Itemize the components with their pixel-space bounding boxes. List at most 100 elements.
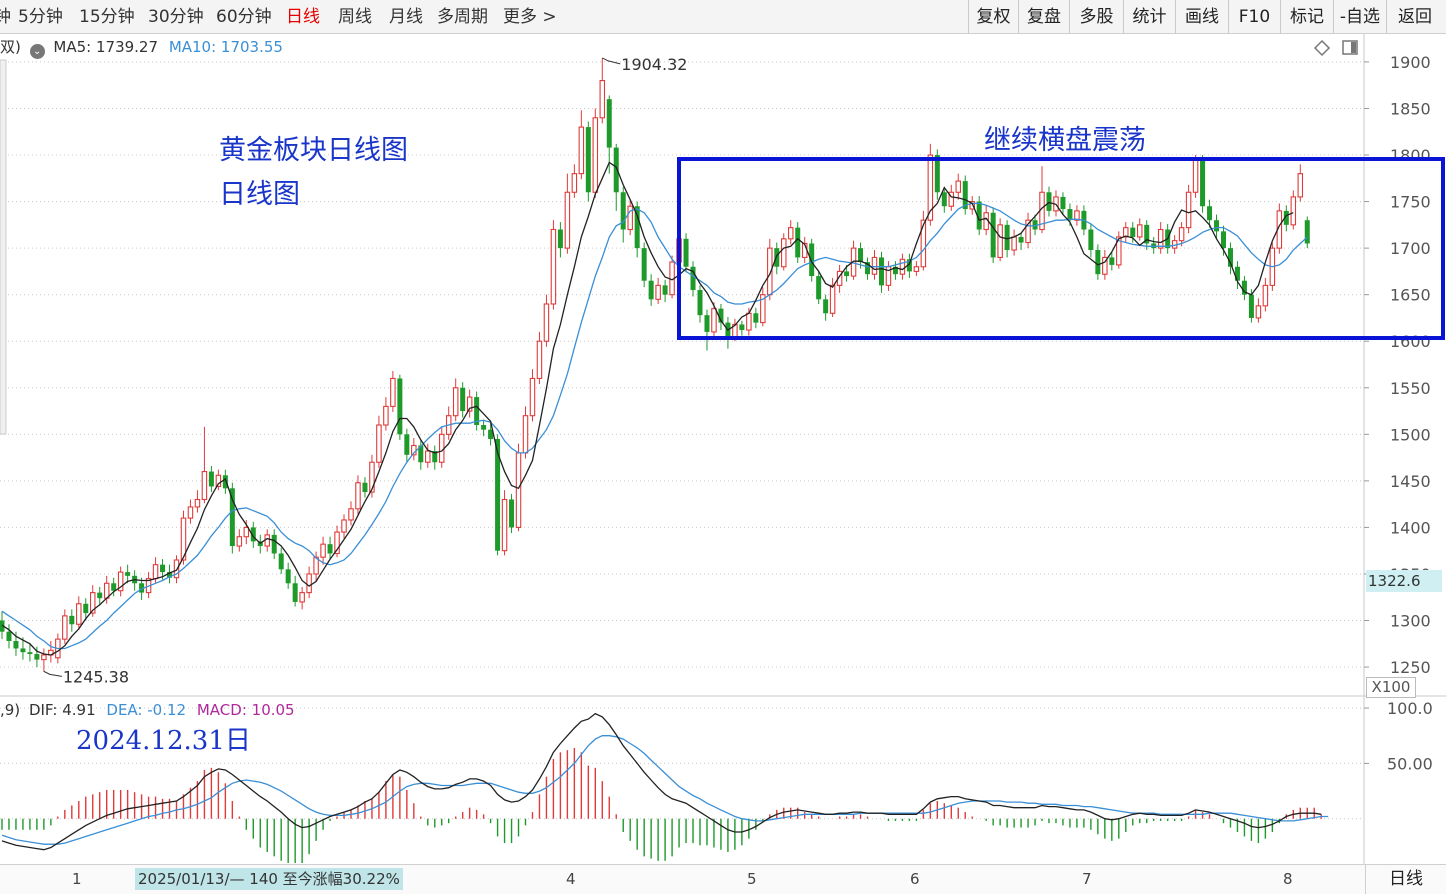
candle-body-down bbox=[474, 397, 480, 426]
candle-body-up bbox=[829, 284, 836, 314]
ma-prefix: 双) bbox=[0, 38, 21, 56]
candle-body-down bbox=[111, 583, 117, 591]
mark-button[interactable]: 标记 bbox=[1280, 0, 1333, 33]
replay-button[interactable]: 复盘 bbox=[1018, 0, 1069, 33]
diamond-icon[interactable] bbox=[1313, 39, 1331, 57]
candle-body-down bbox=[285, 569, 291, 584]
macd-tick-label: 50.00 bbox=[1387, 754, 1433, 773]
range-summary[interactable]: 2025/01/13/— 140 至今涨幅30.22% bbox=[135, 868, 403, 890]
candle-body-down bbox=[648, 280, 654, 300]
candle-body-up bbox=[711, 308, 717, 333]
candle-body-up bbox=[438, 433, 445, 463]
tab-5min[interactable]: 5分钟 bbox=[18, 7, 63, 27]
f10-button[interactable]: F10 bbox=[1228, 0, 1280, 33]
tab-daily[interactable]: 日线 bbox=[286, 7, 320, 27]
extreme-markers: 1904.32 1245.38 bbox=[43, 55, 687, 686]
candle-body-up bbox=[1025, 219, 1031, 244]
macd-prefix: ,9) bbox=[0, 701, 21, 719]
candle-body-up bbox=[1297, 173, 1304, 198]
candle-body-down bbox=[327, 544, 333, 554]
statistics-button[interactable]: 统计 bbox=[1123, 0, 1175, 33]
candle-body-up bbox=[355, 482, 361, 510]
multi-stock-button[interactable]: 多股 bbox=[1069, 0, 1123, 33]
chevron-down-icon[interactable]: ⌄ bbox=[29, 44, 45, 59]
candle-body-down bbox=[697, 290, 703, 316]
candle-body-up bbox=[341, 519, 347, 533]
candle-body-down bbox=[1130, 227, 1136, 237]
candle-body-up bbox=[871, 256, 878, 275]
candle-body-up bbox=[760, 294, 766, 324]
back-button[interactable]: 返回 bbox=[1386, 0, 1443, 33]
candle-body-down bbox=[641, 248, 647, 281]
candle-body-up bbox=[243, 526, 250, 538]
candle-body-down bbox=[509, 499, 515, 528]
candle-body-up bbox=[1185, 191, 1192, 229]
candle-body-down bbox=[34, 654, 40, 660]
candle-body-up bbox=[187, 506, 194, 519]
price-tick-label: 1750 bbox=[1390, 193, 1431, 212]
candle-body-up bbox=[913, 266, 920, 272]
candle-body-down bbox=[934, 155, 940, 193]
candle-body-down bbox=[69, 615, 75, 625]
candle-body-down bbox=[613, 147, 619, 193]
candle-body-up bbox=[334, 531, 340, 555]
candle-body-down bbox=[1234, 266, 1240, 281]
candle-body-down bbox=[481, 425, 487, 430]
tab-minute[interactable]: 钟 bbox=[0, 7, 11, 27]
dea-line bbox=[1, 735, 1329, 845]
candle-body-down bbox=[1221, 231, 1226, 249]
candle-body-up bbox=[390, 377, 396, 407]
price-tick-label: 1600 bbox=[1390, 332, 1431, 351]
candle-body-down bbox=[397, 378, 403, 435]
candle-body-up bbox=[89, 592, 96, 614]
watchlist-button[interactable]: -自选 bbox=[1333, 0, 1386, 33]
dea-label: DEA: -0.12 bbox=[106, 701, 187, 719]
candle-body-down bbox=[1095, 249, 1101, 275]
candle-body-down bbox=[906, 259, 912, 272]
candle-body-down bbox=[222, 475, 228, 489]
candle-body-down bbox=[892, 266, 898, 275]
tab-multi-period[interactable]: 多周期 bbox=[437, 7, 488, 27]
tab-60min[interactable]: 60分钟 bbox=[216, 7, 272, 27]
tab-15min[interactable]: 15分钟 bbox=[79, 7, 135, 27]
candle-body-down bbox=[1207, 206, 1213, 221]
candle-body-down bbox=[1241, 280, 1247, 295]
candle-body-down bbox=[690, 266, 696, 291]
candle-body-up bbox=[62, 615, 68, 640]
tab-30min[interactable]: 30分钟 bbox=[148, 7, 204, 27]
candle-body-down bbox=[1018, 236, 1024, 243]
candle-body-down bbox=[27, 652, 33, 655]
candle-body-up bbox=[515, 452, 522, 528]
candle-body-up bbox=[348, 508, 354, 521]
price-tick-label: 1450 bbox=[1390, 472, 1431, 491]
adjust-button[interactable]: 复权 bbox=[968, 0, 1018, 33]
candle-body-down bbox=[865, 262, 871, 275]
ma10-line bbox=[1, 202, 1308, 650]
high-pointer bbox=[602, 57, 621, 65]
candle-body-up bbox=[1192, 159, 1199, 193]
candle-body-up bbox=[948, 191, 955, 207]
tab-weekly[interactable]: 周线 bbox=[338, 7, 372, 27]
time-axis-bar: 1 4 5 6 7 8 2025/01/13/— 140 至今涨幅30.22% … bbox=[0, 864, 1446, 894]
candle-body-down bbox=[816, 276, 822, 300]
candle-body-up bbox=[787, 227, 794, 240]
axis-unit-label[interactable]: X100 bbox=[1366, 677, 1416, 698]
tab-monthly[interactable]: 月线 bbox=[389, 7, 423, 27]
macd-value-label: MACD: 10.05 bbox=[196, 701, 295, 719]
left-scroll-handle[interactable] bbox=[0, 59, 7, 435]
tab-more[interactable]: 更多 > bbox=[503, 7, 557, 27]
candle-body-up bbox=[264, 534, 270, 547]
draw-line-button[interactable]: 画线 bbox=[1175, 0, 1228, 33]
candle-body-down bbox=[167, 572, 173, 578]
candle-body-up bbox=[425, 450, 431, 463]
period-button[interactable]: 日线 bbox=[1365, 865, 1446, 894]
candle-body-up bbox=[543, 303, 550, 342]
month-label-7: 7 bbox=[1082, 870, 1092, 888]
price-tick-label: 1900 bbox=[1390, 53, 1431, 72]
period-toolbar: 钟 5分钟 15分钟 30分钟 60分钟 日线 周线 月线 多周期 更多 > 复… bbox=[0, 0, 1446, 34]
candle-body-down bbox=[1283, 210, 1289, 225]
price-grid bbox=[0, 61, 1364, 668]
consolidation-box bbox=[677, 157, 1445, 340]
panel-toggle-icon[interactable] bbox=[1342, 40, 1358, 55]
low-label: 1245.38 bbox=[63, 667, 129, 686]
